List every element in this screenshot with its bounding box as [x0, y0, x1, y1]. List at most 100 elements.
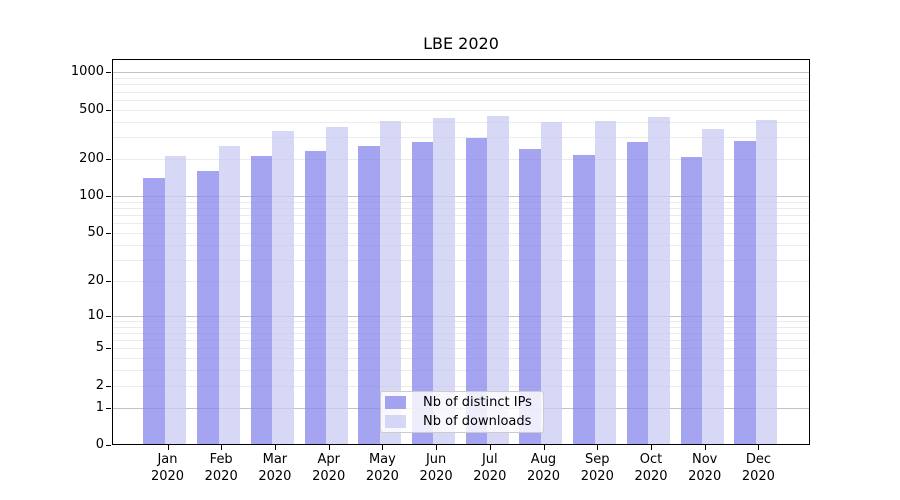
- y-tick-mark: [106, 158, 111, 160]
- gridline-minor: [112, 348, 810, 350]
- x-label-year: 2020: [150, 469, 185, 484]
- x-label-month: Nov: [692, 452, 718, 467]
- gridline-minor: [112, 326, 810, 328]
- bar-downloads-feb: [218, 145, 240, 445]
- x-label-year: 2020: [741, 469, 775, 484]
- x-label-year: 2020: [365, 469, 399, 484]
- x-label-year: 2020: [204, 469, 238, 484]
- gridline-minor: [112, 340, 810, 341]
- x-tick-label-dec: Dec 2020: [730, 451, 786, 485]
- x-label-month: Sep: [585, 452, 610, 467]
- x-tick-mark: [543, 445, 545, 450]
- legend-row-downloads: Nb of downloads: [385, 413, 543, 430]
- x-tick-mark: [436, 445, 438, 450]
- gridline-minor: [112, 201, 810, 203]
- gridline-minor: [112, 232, 810, 234]
- y-tick-mark: [106, 109, 111, 111]
- bar-downloads-jul: [487, 115, 509, 445]
- x-tick-mark: [651, 445, 652, 450]
- x-tick-mark: [221, 445, 223, 450]
- legend-label-distinct-ips: Nb of distinct IPs: [423, 395, 532, 410]
- x-label-year: 2020: [258, 469, 292, 484]
- x-label-month: Feb: [209, 452, 233, 467]
- x-label-month: Jan: [157, 452, 178, 467]
- gridline-minor: [112, 84, 810, 86]
- y-tick-label: 500: [79, 101, 104, 117]
- bar-downloads-mar: [272, 130, 294, 445]
- x-tick-mark: [758, 445, 760, 450]
- bar-distinct-ips-sep: [573, 154, 595, 445]
- bar-downloads-dec: [755, 119, 778, 445]
- x-tick-label-sep: Sep 2020: [569, 451, 625, 485]
- bar-downloads-apr: [326, 127, 348, 445]
- x-label-month: Jun: [425, 452, 447, 467]
- x-tick-label-jan: Jan 2020: [140, 451, 196, 485]
- x-tick-label-jul: Jul 2020: [462, 451, 518, 485]
- x-tick-label-aug: Aug 2020: [516, 451, 572, 485]
- bar-distinct-ips-mar: [250, 156, 273, 445]
- legend-row-distinct-ips: Nb of distinct IPs: [385, 394, 543, 411]
- y-tick-label: 50: [87, 224, 104, 240]
- bar-distinct-ips-nov: [680, 156, 702, 445]
- y-tick-mark: [106, 72, 111, 74]
- x-label-year: 2020: [688, 469, 722, 484]
- y-tick-mark: [106, 385, 111, 387]
- legend: Nb of distinct IPs Nb of downloads: [380, 391, 544, 433]
- gridline-minor: [112, 259, 810, 261]
- gridline-minor: [112, 320, 810, 322]
- bar-distinct-ips-jul: [465, 137, 488, 445]
- bar-distinct-ips-may: [358, 146, 380, 445]
- gridline-minor: [112, 109, 810, 111]
- y-tick-mark: [106, 280, 111, 282]
- gridline-minor: [112, 137, 810, 139]
- x-label-month: Mar: [262, 452, 288, 467]
- bar-distinct-ips-dec: [734, 141, 756, 445]
- gridline-minor: [112, 280, 810, 282]
- bar-distinct-ips-aug: [519, 149, 541, 445]
- gridline-minor: [112, 121, 810, 123]
- y-tick-mark: [106, 232, 111, 234]
- y-tick-mark: [106, 315, 111, 317]
- y-tick-mark: [106, 348, 111, 350]
- bar-downloads-aug: [540, 121, 563, 445]
- y-tick-label: 20: [87, 272, 104, 288]
- legend-swatch-distinct-ips: [385, 396, 406, 409]
- x-tick-mark: [274, 445, 276, 450]
- x-label-year: 2020: [580, 469, 614, 484]
- gridline-minor: [112, 223, 810, 225]
- x-label-year: 2020: [473, 469, 507, 484]
- bar-distinct-ips-apr: [304, 150, 326, 445]
- y-tick-label: 1000: [70, 64, 104, 80]
- x-tick-label-apr: Apr 2020: [301, 451, 357, 485]
- x-label-month: Dec: [745, 452, 771, 467]
- y-tick-label: 0: [95, 437, 104, 452]
- gridline-minor: [112, 158, 810, 160]
- bar-downloads-oct: [648, 117, 670, 445]
- legend-swatch-downloads: [385, 415, 406, 428]
- y-tick-label: 100: [79, 188, 104, 203]
- plot-area: [112, 59, 810, 445]
- y-tick-mark: [106, 445, 111, 446]
- x-label-month: May: [368, 452, 396, 467]
- bar-distinct-ips-jun: [411, 142, 434, 445]
- bar-downloads-jun: [433, 117, 455, 445]
- x-label-month: Apr: [317, 452, 340, 467]
- bar-distinct-ips-oct: [626, 142, 649, 445]
- gridline-minor: [112, 207, 810, 209]
- bar-downloads-sep: [594, 120, 617, 445]
- y-tick-mark: [106, 407, 111, 409]
- x-tick-label-oct: Oct 2020: [623, 451, 679, 485]
- x-label-year: 2020: [634, 469, 668, 484]
- gridline-minor: [112, 215, 810, 216]
- gridline-minor: [112, 385, 810, 387]
- gridline-major: [112, 315, 810, 317]
- gridline-minor: [112, 77, 810, 79]
- x-label-month: Oct: [639, 452, 663, 467]
- x-tick-label-mar: Mar 2020: [247, 451, 303, 485]
- gridline-minor: [112, 358, 810, 360]
- x-label-month: Aug: [530, 452, 557, 467]
- x-tick-label-may: May 2020: [354, 451, 410, 485]
- x-label-year: 2020: [419, 469, 453, 484]
- gridline-major: [112, 72, 810, 74]
